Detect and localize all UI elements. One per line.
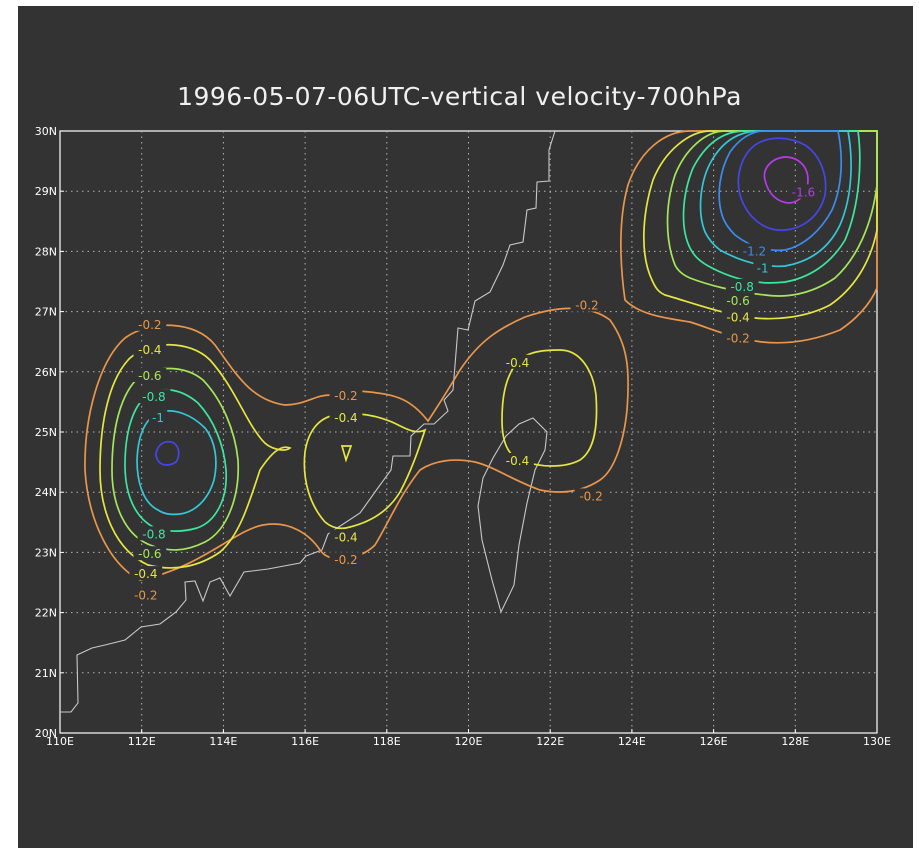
contour-strait-low-0.4 bbox=[501, 349, 598, 467]
figure-background bbox=[18, 6, 913, 848]
x-tick-label: 122E bbox=[536, 735, 564, 748]
contour-west-low-0.4 bbox=[99, 343, 292, 569]
map-title: 1996-05-07-06UTC-vertical velocity-700hP… bbox=[177, 82, 742, 111]
contour-label-background bbox=[133, 316, 167, 331]
contour-label-background bbox=[721, 330, 755, 345]
contour-label-background bbox=[148, 410, 168, 425]
contour-ne-low-0.4 bbox=[642, 130, 878, 320]
contour-label: -1 bbox=[152, 411, 164, 425]
x-tick-label: 126E bbox=[700, 735, 728, 748]
coastlines bbox=[60, 130, 556, 713]
x-tick-label: 124E bbox=[618, 735, 646, 748]
contour-ne-low-1.6 bbox=[763, 156, 809, 204]
contour-label: -1 bbox=[757, 261, 769, 275]
contour-label-background bbox=[501, 452, 534, 467]
contour-west-low-0.8 bbox=[124, 388, 227, 532]
y-axis-labels: 20N 21N 22N 23N 24N 25N 26N 27N 28N 29N 30N bbox=[35, 125, 64, 740]
y-tick-label: 30N bbox=[35, 125, 57, 138]
contour-label-background bbox=[129, 566, 163, 581]
contour-label: -0.4 bbox=[334, 530, 357, 544]
contour-label-background bbox=[725, 278, 759, 293]
contour-label-background bbox=[137, 389, 171, 404]
contour-label-background bbox=[329, 529, 363, 544]
contour-west-low-1.4 bbox=[155, 440, 180, 466]
contour-label: -0.6 bbox=[726, 294, 749, 308]
x-tick-label: 112E bbox=[128, 735, 156, 748]
contour-ne-low-1.2 bbox=[718, 130, 843, 252]
contour-west-low-1 bbox=[136, 410, 217, 516]
taiwan-coastline bbox=[477, 417, 548, 614]
x-tick-label: 128E bbox=[781, 735, 809, 748]
y-tick-label: 28N bbox=[35, 245, 57, 258]
contour-ne-low-0.2 bbox=[620, 130, 878, 344]
contour-label-background bbox=[133, 546, 167, 561]
mainland-coastline bbox=[60, 130, 556, 713]
contour-label: -0.4 bbox=[334, 411, 357, 425]
contour-middle-low-0.6 bbox=[340, 445, 353, 463]
contour-ne-low-0.6 bbox=[666, 130, 878, 297]
gridlines bbox=[60, 131, 877, 733]
x-tick-label: 110E bbox=[46, 735, 74, 748]
y-tick-label: 23N bbox=[35, 546, 57, 559]
y-tick-label: 21N bbox=[35, 667, 57, 680]
contour-label-background bbox=[738, 243, 771, 258]
contour-label-background bbox=[129, 587, 163, 602]
contour-label-background bbox=[721, 309, 755, 324]
contour-label-background bbox=[329, 552, 363, 567]
contour-label: -0.4 bbox=[506, 356, 529, 370]
contour-label: -0.2 bbox=[579, 489, 602, 503]
y-tick-label: 24N bbox=[35, 486, 57, 499]
contour-label-background bbox=[329, 387, 363, 402]
contour-label: -0.8 bbox=[730, 280, 753, 294]
contour-label-background bbox=[501, 354, 534, 369]
x-tick-label: 116E bbox=[291, 735, 319, 748]
contour-label: -1.6 bbox=[792, 185, 815, 199]
contour-label: -0.2 bbox=[726, 332, 749, 346]
y-tick-label: 22N bbox=[35, 607, 57, 620]
contour-ne-low-0.8 bbox=[682, 130, 861, 284]
y-tick-label: 29N bbox=[35, 185, 57, 198]
contour-label: -0.2 bbox=[134, 589, 157, 603]
contour-label-background bbox=[329, 410, 363, 425]
x-tick-label: 118E bbox=[373, 735, 401, 748]
contours bbox=[84, 130, 878, 581]
contour-label-background bbox=[753, 260, 772, 275]
contour-label-background bbox=[133, 342, 167, 357]
contour-label-background bbox=[137, 526, 171, 541]
contour-label-background bbox=[787, 184, 820, 199]
y-tick-label: 20N bbox=[35, 727, 57, 740]
contour-label-background bbox=[721, 292, 755, 307]
contour-label: -0.8 bbox=[142, 390, 165, 404]
contour-label: -0.8 bbox=[142, 527, 165, 541]
x-tick-label: 120E bbox=[455, 735, 483, 748]
y-tick-label: 25N bbox=[35, 426, 57, 439]
contour-label: -0.6 bbox=[138, 369, 161, 383]
contour-west-low-0.2 bbox=[84, 307, 629, 581]
contour-label: -0.2 bbox=[334, 553, 357, 567]
contour-label: -0.6 bbox=[138, 547, 161, 561]
x-tick-label: 130E bbox=[863, 735, 891, 748]
contour-label: -0.2 bbox=[575, 299, 598, 313]
contour-label-background bbox=[133, 368, 167, 383]
contour-label: -0.2 bbox=[334, 389, 357, 403]
contour-labels: -0.2-0.4-0.6-0.8-1-0.8-0.6-0.4-0.2-0.2-0… bbox=[129, 184, 820, 603]
contour-ne-low-1.4 bbox=[737, 137, 827, 231]
contour-label-background bbox=[570, 297, 604, 312]
contour-label: -0.4 bbox=[134, 567, 157, 581]
x-tick-label: 114E bbox=[209, 735, 237, 748]
contour-label: -0.2 bbox=[138, 318, 161, 332]
contour-label: -0.4 bbox=[726, 311, 749, 325]
contour-label: -1.2 bbox=[743, 244, 766, 258]
contour-ne-low-1 bbox=[699, 130, 852, 268]
y-tick-label: 27N bbox=[35, 306, 57, 319]
contour-label: -0.4 bbox=[138, 343, 161, 357]
contour-label: -0.4 bbox=[506, 454, 529, 468]
contour-west-low-0.6 bbox=[111, 367, 240, 551]
x-axis-labels: 110E 112E 114E 116E 118E 120E 122E 124E 126E 128E… bbox=[46, 729, 891, 748]
contour-middle-low-0.4 bbox=[303, 412, 427, 530]
y-tick-label: 26N bbox=[35, 366, 57, 379]
contour-label-background bbox=[574, 488, 608, 503]
